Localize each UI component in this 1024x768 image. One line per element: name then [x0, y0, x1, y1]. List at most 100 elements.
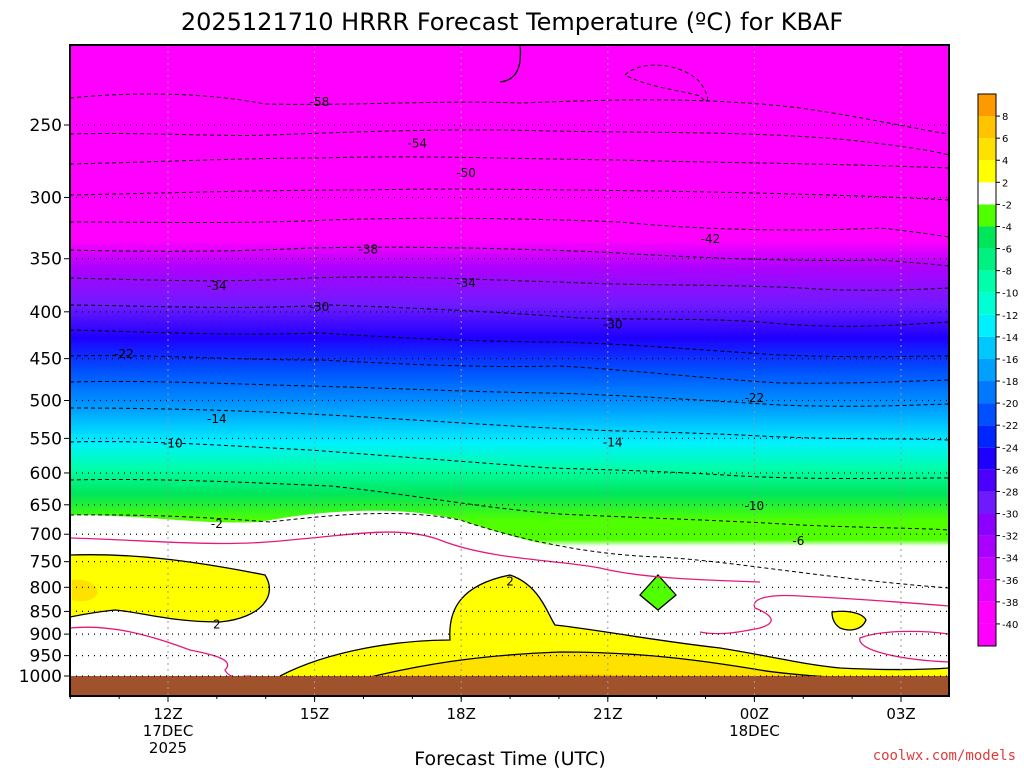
colorbar-tick-label: -30: [1002, 510, 1018, 521]
isotherm-line: [70, 156, 949, 169]
contour-label: -58: [310, 95, 330, 109]
pressure-axis: 250 300 350 400 450 500 550 600 650 700 750 800 850 9…: [19, 116, 70, 687]
colorbar-frame: [977, 93, 997, 647]
colorbar-swatch: [978, 160, 996, 183]
colorbar-tick-label: -32: [1002, 532, 1018, 543]
time-tick-label: 18Z: [447, 705, 476, 723]
x-axis-label: Forecast Time (UTC): [414, 748, 605, 768]
time-tick-label: 00Z: [740, 705, 769, 723]
solid-isotherm-line: [70, 554, 270, 623]
isotherm-line: [70, 217, 949, 238]
warm-orange-spot: [72, 579, 98, 602]
solid-isotherm-line: [279, 574, 949, 677]
time-tick-label: 21Z: [593, 705, 622, 723]
colorbar-tick-label: -8: [1002, 267, 1012, 278]
pressure-tick-label: 900: [30, 625, 62, 645]
contour-label: -10: [163, 436, 183, 450]
colorbar-tick-label: -18: [1002, 377, 1018, 388]
colorbar-swatch: [978, 381, 996, 404]
contour-label: -42: [701, 232, 721, 246]
pressure-grid-lines: [70, 124, 949, 677]
pressure-tick-label: 700: [30, 525, 62, 545]
contour-label: -14: [603, 436, 623, 450]
time-axis: 12Z 15Z 18Z 21Z 00Z 03Z: [69, 696, 916, 723]
colorbar-tick-label: -20: [1002, 399, 1018, 410]
colorbar-swatch: [978, 204, 996, 227]
isotherm-line: [70, 355, 949, 384]
colorbar-swatch: [978, 513, 996, 536]
time-tick-label: 12Z: [153, 705, 182, 723]
colorbar-legend: -40 -38 -36 -34 -32 -30 -2 8 -26 -24 -22 -20 -18 -16 -…: [977, 93, 1018, 647]
colorbar-swatch: [978, 425, 996, 448]
colorbar-tick-label: -14: [1002, 333, 1018, 344]
time-grid-lines: [167, 45, 902, 696]
contour-label: -14: [207, 412, 227, 426]
colorbar-swatch: [978, 116, 996, 139]
freezing-level-solid-lines: [70, 45, 949, 683]
time-tick-label: 15Z: [300, 705, 329, 723]
pressure-tick-label: 500: [30, 392, 62, 412]
zero-degree-line-segment: [699, 594, 949, 635]
colorbar-tick-label: -10: [1002, 289, 1018, 300]
zero-degree-line-segment: [70, 531, 761, 583]
credit-link[interactable]: coolwx.com/models: [873, 748, 1016, 764]
isotherm-line: [70, 188, 949, 201]
contour-labels: -58-54-50-42-38-34 -34-30-30-22-22-14-14-…: [114, 95, 804, 631]
contour-label: -38: [359, 243, 379, 257]
colorbar-tick-label: -12: [1002, 311, 1018, 322]
solid-isotherm-line: [831, 610, 867, 631]
colorbar-swatch: [978, 358, 996, 382]
warm-yellow-layer-left: [70, 554, 270, 622]
pressure-tick-label: 300: [30, 188, 62, 208]
contour-label: -34: [207, 279, 227, 293]
solid-isotherm-line: [624, 64, 708, 102]
colorbar-tick-label: -40: [1002, 620, 1018, 631]
pressure-tick-label: 250: [30, 116, 62, 136]
colorbar-tick-label: -24: [1002, 443, 1018, 454]
colorbar-swatch: [978, 138, 996, 161]
isotherm-line: [70, 478, 949, 531]
colorbar-tick-label: -2: [1002, 200, 1012, 211]
pressure-tick-label: 550: [30, 429, 62, 449]
pressure-tick-label: 400: [30, 303, 62, 323]
plot-frame: [69, 44, 950, 697]
colorbar-tick-label: -4: [1002, 222, 1012, 233]
isotherm-dashed-lines: [70, 93, 949, 589]
date-label: 17DEC: [143, 722, 194, 740]
colorbar-tick-label: -36: [1002, 576, 1018, 587]
contour-label: -22: [745, 391, 765, 405]
colorbar-tick-label: -34: [1002, 554, 1018, 565]
colorbar-swatch: [978, 94, 996, 117]
colorbar-tick-label: 2: [1002, 178, 1008, 189]
time-tick-label: 03Z: [886, 705, 915, 723]
colorbar-swatch: [978, 403, 996, 426]
colorbar-tick-label: 4: [1002, 156, 1008, 167]
solid-isotherm-line: [349, 651, 841, 683]
solid-isotherm-line: [499, 45, 522, 83]
colorbar-swatch: [978, 623, 996, 646]
colorbar-swatch: [978, 248, 996, 271]
cold-green-pocket: [640, 575, 676, 610]
pressure-tick-label: 450: [30, 350, 62, 370]
isotherm-line: [70, 329, 949, 358]
colorbar-swatch: [978, 601, 996, 624]
contour-label: 2: [506, 574, 514, 588]
contour-label: -34: [456, 276, 476, 290]
colorbar-swatch: [978, 226, 996, 249]
pressure-tick-label: 950: [30, 647, 62, 667]
colorbar-tick-label: -6: [1002, 245, 1012, 256]
colorbar-swatch: [978, 270, 996, 293]
colorbar-tick-label: 8: [1002, 112, 1008, 123]
colorbar-tick-label: -26: [1002, 465, 1018, 476]
colorbar-tick-label: -22: [1002, 421, 1018, 432]
zero-degree-line-segment: [859, 630, 949, 663]
contour-label: -22: [114, 347, 134, 361]
isotherm-line: [70, 407, 949, 441]
colorbar-swatch: [978, 292, 996, 315]
colorbar-tick-label: -38: [1002, 598, 1018, 609]
colorbar-tick-label: 6: [1002, 134, 1008, 145]
isotherm-line: [70, 513, 949, 589]
colorbar-swatch: [978, 579, 996, 602]
colorbar-tick-label: -16: [1002, 355, 1018, 366]
